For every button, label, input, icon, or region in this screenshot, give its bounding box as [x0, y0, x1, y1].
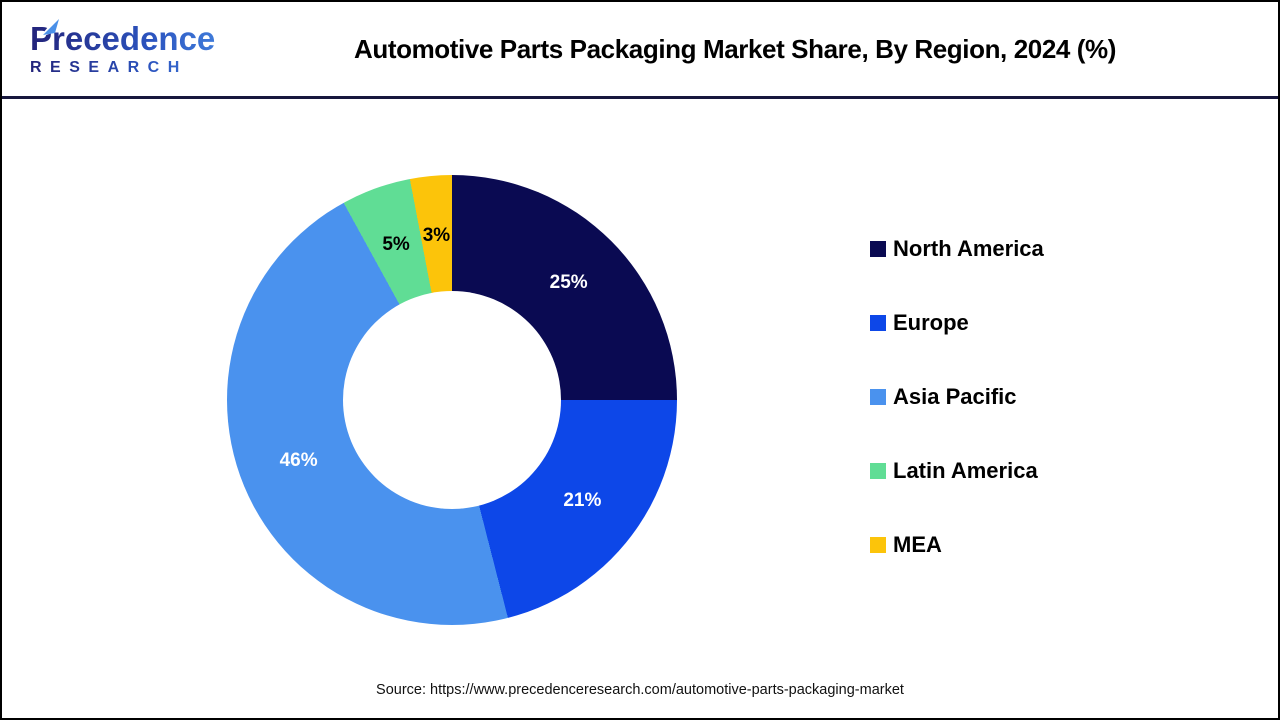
legend-item-north-america: North America — [870, 236, 1044, 262]
legend-label-north-america: North America — [893, 236, 1044, 261]
legend-swatch-north-america — [870, 241, 886, 257]
legend-label-mea: MEA — [893, 532, 942, 557]
legend-label-europe: Europe — [893, 310, 969, 335]
chart-title: Automotive Parts Packaging Market Share,… — [353, 33, 1117, 64]
legend-item-latin-america: Latin America — [870, 458, 1044, 484]
logo-subtitle: RESEARCH — [30, 59, 252, 77]
legend-label-latin-america: Latin America — [893, 458, 1038, 483]
slice-label-europe: 21% — [563, 490, 602, 512]
slice-label-mea: 3% — [422, 224, 451, 246]
legend-swatch-latin-america — [870, 463, 886, 479]
donut-chart: 25% 21% 46% 5% 3% — [227, 175, 677, 625]
legend-label-asia-pacific: Asia Pacific — [893, 384, 1017, 409]
slice-label-latin-america: 5% — [382, 233, 410, 255]
legend-item-mea: MEA — [870, 532, 1044, 558]
source-line: Source: https://www.precedenceresearch.c… — [376, 682, 904, 698]
legend-swatch-mea — [870, 537, 886, 553]
logo-wordmark: Precedence — [30, 22, 252, 55]
donut-hole — [343, 291, 561, 509]
precedence-research-logo: Precedence RESEARCH — [2, 15, 252, 77]
legend-item-europe: Europe — [870, 310, 1044, 336]
legend-swatch-asia-pacific — [870, 389, 886, 405]
legend-swatch-europe — [870, 315, 886, 331]
slice-label-asia-pacific: 46% — [279, 449, 318, 471]
slice-label-north-america: 25% — [549, 272, 588, 294]
legend-item-asia-pacific: Asia Pacific — [870, 384, 1044, 410]
header: Precedence RESEARCH Automotive Parts Pac… — [2, 2, 1278, 99]
legend: North America Europe Asia Pacific Latin Ame… — [870, 236, 1044, 606]
